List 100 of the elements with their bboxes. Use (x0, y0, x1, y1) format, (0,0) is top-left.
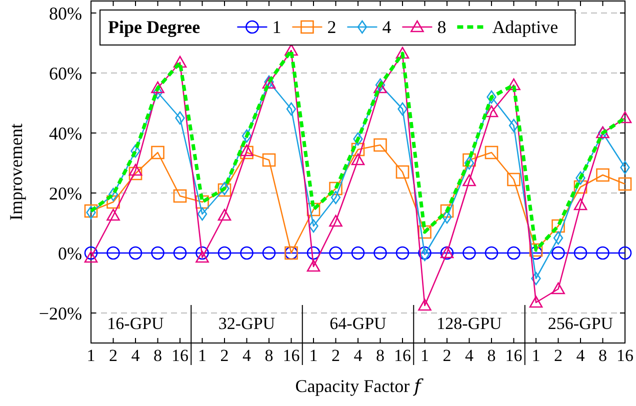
x-tick-label: 1 (198, 346, 206, 365)
point (552, 282, 565, 294)
annotation: 64-GPU (330, 314, 386, 333)
point (106, 246, 120, 260)
y-tick-label: 60% (49, 63, 82, 84)
point (396, 165, 410, 179)
y-axis-title: Improvement (6, 124, 26, 220)
y-tick-label: 80% (49, 3, 82, 24)
legend-label: Adaptive (492, 17, 558, 37)
x-tick-label: 8 (154, 346, 162, 365)
point (240, 146, 254, 160)
point (173, 246, 187, 260)
x-tick-label: 8 (264, 346, 274, 365)
point (106, 195, 120, 209)
point (462, 174, 476, 186)
x-tick-label: 16 (616, 346, 634, 365)
point (173, 189, 187, 203)
point (175, 111, 185, 125)
x-tick-label: 4 (465, 346, 474, 365)
x-tick-label: 8 (598, 346, 607, 365)
point (484, 146, 498, 160)
legend-label: 4 (382, 17, 392, 37)
point (173, 56, 187, 68)
point (552, 219, 565, 233)
point (440, 204, 454, 218)
point (351, 246, 365, 260)
x-tick-label: 4 (354, 346, 363, 365)
x-tick-label: 16 (282, 346, 300, 365)
point (128, 166, 142, 180)
point (128, 246, 142, 260)
x-tick-label: 2 (332, 346, 340, 365)
point (108, 188, 118, 202)
point (374, 138, 387, 152)
point (396, 246, 410, 260)
point (262, 153, 276, 167)
legend-label: 8 (437, 17, 446, 37)
x-tick-label: 4 (242, 346, 252, 365)
x-axis-title: Capacity Factor 𝑓 (295, 376, 424, 396)
point (130, 144, 140, 158)
point (576, 171, 586, 185)
point (596, 168, 610, 182)
point (553, 231, 564, 245)
x-tick-label: 8 (487, 346, 496, 365)
point (462, 153, 476, 167)
x-tick-label: 1 (309, 346, 318, 365)
point (330, 190, 341, 204)
x-tick-label: 4 (131, 346, 140, 365)
point (529, 296, 543, 308)
point (106, 208, 120, 221)
point (308, 219, 318, 233)
point (262, 246, 276, 260)
point (128, 164, 142, 176)
point (620, 160, 630, 174)
point (242, 129, 252, 143)
x-tick-label: 1 (420, 346, 429, 365)
point (418, 298, 432, 311)
point (84, 246, 98, 260)
point (374, 246, 387, 260)
point (486, 90, 496, 104)
point (507, 78, 520, 90)
x-tick-label: 8 (376, 346, 384, 365)
point (574, 198, 588, 210)
point (196, 246, 209, 260)
x-tick-label: 1 (532, 346, 540, 365)
point (218, 208, 232, 221)
point (151, 146, 164, 160)
point (196, 195, 209, 209)
annotation: 256-GPU (548, 314, 614, 333)
point (218, 246, 232, 260)
point (197, 207, 208, 221)
point (152, 86, 163, 100)
point (396, 46, 410, 59)
annotation: 128-GPU (436, 314, 502, 333)
point (574, 246, 588, 260)
point (306, 260, 320, 272)
point (596, 246, 610, 260)
point (507, 246, 520, 260)
point (462, 246, 476, 260)
point (464, 156, 474, 170)
point (398, 102, 408, 116)
legend-label: 2 (327, 17, 336, 37)
point (418, 225, 432, 239)
point (374, 81, 387, 94)
point (531, 272, 541, 286)
legend-title: Pipe Degree (108, 17, 200, 37)
point (329, 246, 342, 260)
point (353, 132, 363, 146)
y-tick-label: 20% (49, 183, 82, 204)
point (529, 243, 543, 257)
x-tick-label: 16 (394, 346, 411, 365)
x-tick-label: 4 (576, 346, 586, 365)
point (329, 182, 342, 196)
x-tick-label: 1 (86, 346, 96, 365)
point (618, 111, 632, 124)
point (306, 246, 320, 260)
point (84, 250, 98, 263)
point (484, 246, 498, 260)
point (240, 144, 254, 156)
point (151, 246, 164, 260)
point (442, 210, 452, 224)
